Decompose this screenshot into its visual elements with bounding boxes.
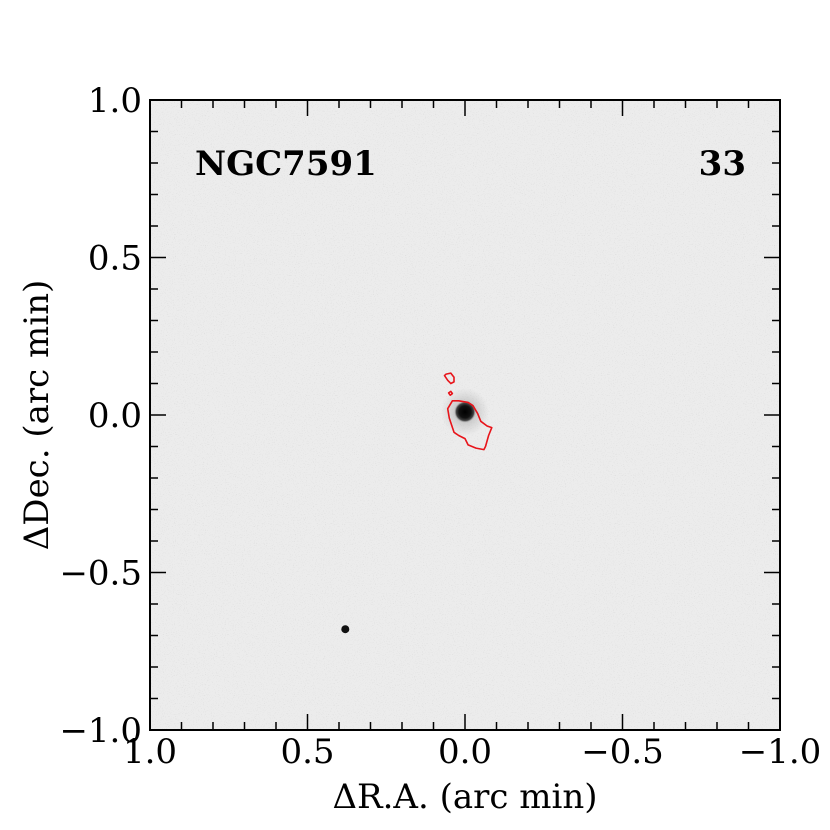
sources-layer xyxy=(341,387,489,634)
contour-1 xyxy=(446,400,493,451)
y-tick-label: 1.0 xyxy=(88,81,142,121)
y-tick-label: 0.0 xyxy=(88,396,142,436)
y-axis-label: ΔDec. (arc min) xyxy=(17,280,57,551)
plot-area xyxy=(150,100,780,730)
contour-3 xyxy=(447,390,454,396)
ticks-layer xyxy=(149,99,781,731)
y-tick-label: −1.0 xyxy=(59,711,142,751)
x-tick-label: −1.0 xyxy=(739,732,822,772)
panel-number-label: 33 xyxy=(699,144,746,184)
x-tick-label: 0.0 xyxy=(438,732,492,772)
contours-layer xyxy=(443,372,493,451)
contour-2 xyxy=(443,372,455,385)
y-tick-label: 0.5 xyxy=(88,239,142,279)
plot-frame xyxy=(149,99,781,731)
object-name-label: NGC7591 xyxy=(195,144,377,184)
source-star xyxy=(341,625,350,634)
x-axis-label: ΔR.A. (arc min) xyxy=(332,777,597,817)
tick-labels-layer: 1.0 0.5 0.0 −0.5 −1.0 −1.0 −0.5 0.0 0.5 1.0 xyxy=(59,81,821,772)
x-tick-label: −0.5 xyxy=(581,732,664,772)
x-tick-label: 0.5 xyxy=(280,732,334,772)
x-tick-label: 1.0 xyxy=(123,732,177,772)
y-tick-label: −0.5 xyxy=(59,554,142,594)
source-central-nucleus xyxy=(454,400,476,423)
